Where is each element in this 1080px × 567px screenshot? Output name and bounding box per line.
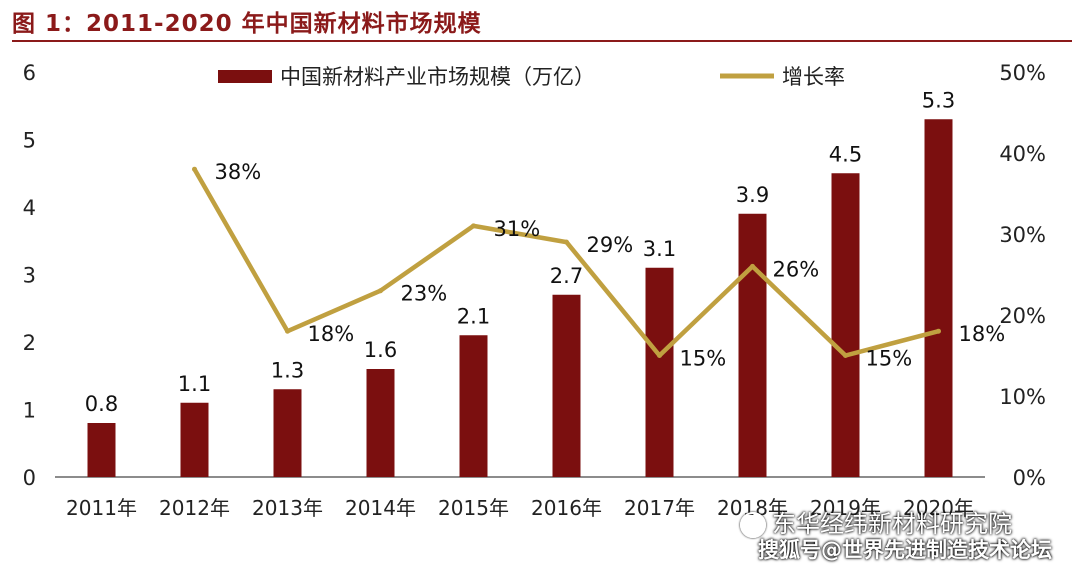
growth-point — [378, 288, 383, 294]
x-tick-label: 2019年 — [810, 496, 881, 520]
legend: 中国新材料产业市场规模（万亿） 增长率 — [218, 65, 845, 89]
bar — [366, 369, 395, 477]
x-tick-label: 2015年 — [438, 496, 509, 520]
bars — [87, 119, 953, 477]
x-tick-label: 2012年 — [159, 496, 230, 520]
bar — [831, 173, 860, 477]
x-tick-label: 2011年 — [66, 496, 137, 520]
bar-value-label: 4.5 — [829, 142, 862, 166]
bar-value-label: 5.3 — [922, 88, 955, 112]
y-left-tick-label: 2 — [23, 331, 36, 355]
bar-value-label: 1.1 — [178, 372, 211, 396]
y-left-tick-label: 6 — [23, 61, 36, 85]
watermark-line-2: 搜狐号@世界先进制造技术论坛 — [758, 538, 1052, 562]
x-tick-label: 2016年 — [531, 496, 602, 520]
x-tick-label: 2013年 — [252, 496, 323, 520]
growth-value-label: 18% — [308, 322, 355, 346]
bar-value-label: 1.3 — [271, 358, 304, 382]
bar-value-label: 0.8 — [85, 392, 118, 416]
growth-value-label: 31% — [494, 217, 541, 241]
bar-value-label: 2.7 — [550, 264, 583, 288]
growth-point — [564, 239, 569, 245]
y-left-tick-label: 4 — [23, 196, 36, 220]
x-tick-label: 2020年 — [903, 496, 974, 520]
growth-value-label: 26% — [773, 257, 820, 281]
growth-point — [750, 263, 755, 269]
bar — [180, 402, 209, 477]
y-right-tick-label: 20% — [999, 304, 1046, 328]
bar — [552, 294, 581, 477]
growth-point — [843, 353, 848, 358]
y-left-tick-label: 1 — [23, 399, 36, 423]
growth-point — [471, 223, 476, 229]
watermark-line-1: 东华经纬新材料研究院 — [740, 504, 1012, 539]
legend-label-bar: 中国新材料产业市场规模（万亿） — [280, 65, 595, 89]
bar-value-label: 2.1 — [457, 304, 490, 328]
bar — [924, 119, 953, 477]
legend-label-line: 增长率 — [782, 65, 845, 89]
y-left-tick-label: 0 — [23, 466, 36, 490]
bar — [459, 335, 488, 477]
y-left-tick-label: 3 — [23, 264, 36, 288]
growth-value-label: 29% — [587, 233, 634, 257]
y-right-tick-label: 50% — [999, 61, 1046, 85]
title-rule — [12, 40, 1072, 42]
y-right-tick-label: 30% — [999, 223, 1046, 247]
bar — [738, 213, 767, 477]
growth-value-label: 15% — [680, 347, 727, 371]
growth-point — [285, 328, 290, 334]
growth-point — [936, 328, 941, 334]
wechat-icon — [740, 512, 766, 538]
bar — [273, 389, 302, 477]
bar-value-label: 1.6 — [364, 338, 397, 362]
x-tick-label: 2014年 — [345, 496, 416, 520]
growth-line — [192, 166, 941, 358]
growth-value-label: 18% — [959, 322, 1006, 346]
bar — [87, 423, 116, 477]
data-labels: 0.8 1.1 1.3 1.6 2.1 2.7 3.1 3.9 4.5 5.3 38% 18% 23% 3… — [85, 88, 1005, 416]
x-tick-label: 2017年 — [624, 496, 695, 520]
y-right-tick-label: 10% — [999, 385, 1046, 409]
axes: 0 1 2 3 4 5 6 0% 10% 20% 30% 40% 50% 2011年 2012年 2013年 2… — [23, 61, 1046, 520]
growth-point — [192, 166, 197, 172]
y-right-tick-label: 0% — [1013, 466, 1046, 490]
legend-swatch-bar — [218, 70, 272, 83]
y-left-tick-label: 5 — [23, 129, 36, 153]
bar-value-label: 3.1 — [643, 237, 676, 261]
growth-point — [657, 353, 662, 358]
y-right-tick-label: 40% — [999, 142, 1046, 166]
growth-value-label: 38% — [215, 160, 262, 184]
watermark-text-1: 东华经纬新材料研究院 — [772, 510, 1012, 538]
bar-value-label: 3.9 — [736, 183, 769, 207]
growth-value-label: 23% — [401, 282, 448, 306]
figure-title: 图 1：2011-2020 年中国新材料市场规模 — [12, 11, 482, 37]
bar — [645, 267, 674, 477]
growth-value-label: 15% — [866, 347, 913, 371]
